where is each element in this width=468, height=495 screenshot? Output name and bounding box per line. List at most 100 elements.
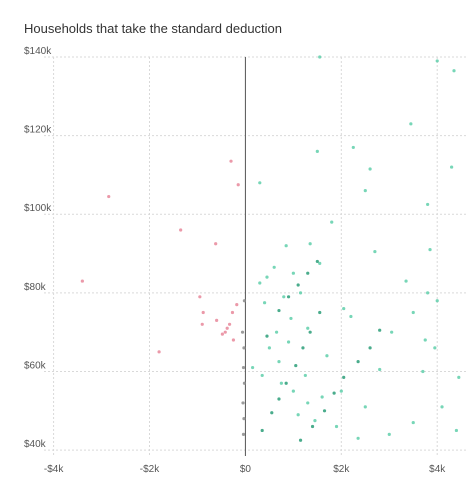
- data-point: [322, 409, 327, 413]
- data-point: [215, 318, 219, 322]
- data-point: [378, 328, 382, 332]
- data-point: [80, 279, 84, 283]
- data-point: [241, 401, 245, 405]
- data-point: [274, 330, 279, 334]
- x-tick-label: -$4k: [44, 464, 64, 475]
- data-point: [286, 340, 291, 344]
- data-point: [433, 346, 437, 350]
- y-tick-label: $140k: [24, 46, 52, 57]
- data-point: [334, 424, 339, 429]
- data-point: [282, 295, 286, 299]
- data-point: [303, 373, 307, 378]
- chart-title: Households that take the standard deduct…: [24, 21, 283, 36]
- y-tick-label: $40k: [24, 439, 47, 450]
- data-point: [457, 375, 461, 379]
- data-point: [306, 326, 310, 330]
- data-point: [277, 397, 281, 401]
- data-point: [296, 413, 300, 417]
- data-point: [265, 275, 269, 279]
- data-point: [339, 389, 343, 393]
- points-layer: [80, 55, 461, 442]
- data-point: [220, 332, 224, 336]
- data-point: [236, 183, 240, 187]
- data-point: [428, 248, 432, 252]
- grid-layer: [44, 56, 466, 456]
- data-point: [315, 149, 319, 153]
- data-point: [318, 55, 322, 59]
- data-point: [227, 322, 232, 326]
- data-point: [270, 411, 274, 415]
- data-point: [230, 310, 235, 315]
- data-point: [284, 244, 288, 248]
- data-point: [387, 432, 391, 436]
- data-point: [279, 381, 283, 385]
- data-point: [318, 310, 322, 315]
- data-point: [325, 354, 329, 358]
- data-point: [260, 428, 264, 433]
- data-point: [107, 194, 111, 199]
- data-point: [315, 259, 319, 264]
- data-point: [363, 405, 367, 409]
- data-point: [296, 283, 300, 287]
- data-point: [179, 228, 183, 232]
- data-point: [214, 242, 218, 246]
- data-point: [240, 330, 245, 334]
- data-point: [332, 391, 336, 395]
- data-point: [306, 401, 310, 405]
- data-point: [435, 299, 439, 303]
- data-point: [258, 281, 262, 285]
- data-point: [342, 306, 346, 311]
- data-point: [409, 122, 413, 126]
- data-point: [411, 420, 415, 425]
- data-point: [265, 334, 269, 338]
- y-axis-tick-labels: $40k $60k $80k $100k $120k $140k: [24, 46, 52, 450]
- data-point: [272, 265, 276, 269]
- x-axis-tick-labels: -$4k -$2k $0 $2k $4k: [44, 464, 446, 475]
- data-point: [318, 261, 322, 265]
- data-point: [349, 314, 353, 319]
- y-tick-label: $60k: [24, 360, 47, 371]
- data-point: [454, 428, 459, 433]
- data-point: [267, 346, 271, 350]
- data-point: [200, 322, 204, 326]
- data-point: [390, 330, 394, 334]
- data-point: [301, 346, 305, 350]
- data-point: [306, 271, 310, 275]
- data-point: [277, 360, 281, 364]
- data-point: [241, 432, 246, 436]
- data-point: [426, 291, 430, 295]
- data-point: [435, 59, 439, 63]
- x-tick-label: $0: [240, 464, 252, 475]
- data-point: [291, 389, 295, 393]
- data-point: [235, 303, 239, 307]
- x-tick-label: -$2k: [140, 464, 160, 475]
- data-point: [241, 365, 246, 370]
- data-point: [423, 338, 427, 342]
- data-point: [404, 279, 408, 283]
- data-point: [378, 367, 382, 372]
- data-point: [421, 369, 425, 374]
- data-point: [286, 295, 291, 299]
- y-tick-label: $120k: [24, 125, 52, 136]
- data-point: [373, 249, 377, 254]
- data-point: [157, 350, 161, 354]
- data-point: [262, 301, 267, 305]
- data-point: [251, 365, 255, 370]
- data-point: [242, 381, 247, 385]
- data-point: [363, 189, 367, 193]
- data-point: [426, 202, 430, 207]
- data-point: [284, 381, 288, 385]
- data-point: [291, 271, 295, 275]
- data-point: [289, 316, 293, 321]
- data-point: [452, 69, 456, 73]
- data-point: [298, 438, 303, 442]
- data-point: [229, 159, 233, 163]
- data-point: [320, 395, 324, 399]
- data-point: [330, 220, 334, 224]
- data-point: [440, 405, 444, 409]
- data-point: [260, 373, 264, 378]
- data-point: [277, 308, 281, 313]
- data-point: [242, 299, 247, 303]
